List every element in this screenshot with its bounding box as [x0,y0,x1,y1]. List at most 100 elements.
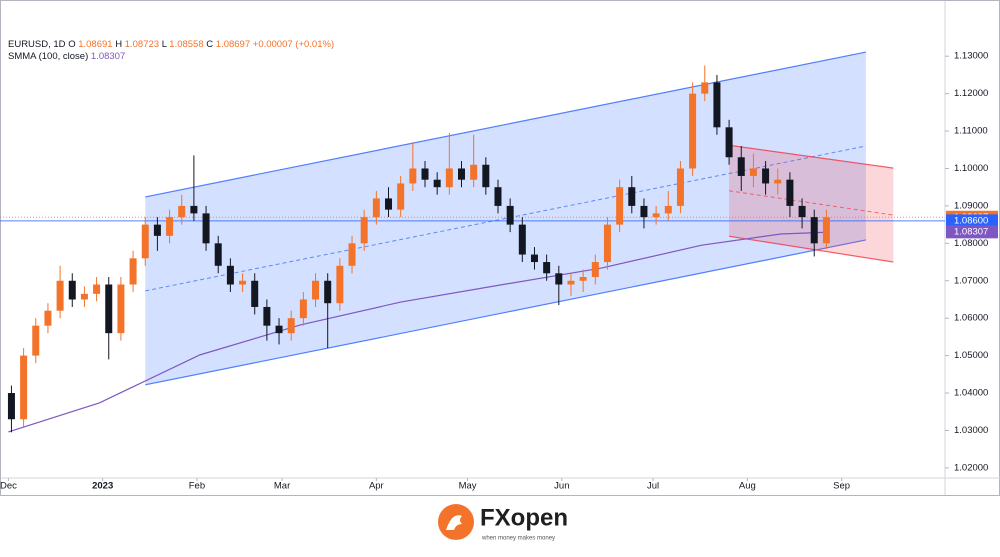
candle-body [518,224,526,255]
candle-body [299,299,307,319]
y-tick-label: 1.04000 [954,388,988,399]
x-tick-label: Dec [0,481,17,492]
y-tick-label: 1.10000 [954,163,988,174]
channel-fill [729,145,894,263]
candle-body [567,280,575,285]
y-tick-label: 1.11000 [954,126,988,137]
x-tick-label: Sep [833,481,850,492]
candle-body [579,277,587,281]
brand-tagline: when money makes money [481,536,555,542]
change: +0.00007 (+0.01%) [253,39,334,50]
candle-body [312,280,320,300]
ohlc-value: 1.08697 [216,39,250,50]
candle-body [603,224,611,263]
candle-body [324,280,332,304]
candle-body [80,293,88,300]
x-tick-label: Jul [647,481,659,492]
candle-body [166,217,174,236]
candle-body [348,243,356,266]
candle-body [810,217,818,244]
candle-body [397,183,405,210]
chart-frame [0,0,1000,496]
candle-body [141,224,149,259]
candle-body [762,168,770,184]
candle-body [652,213,660,218]
candle-body [725,127,733,158]
ohlc-label: H [115,39,122,50]
candle-body [20,355,28,420]
candle-body [178,205,186,218]
candle-body [445,168,453,188]
ohlc-value: 1.08691 [78,39,112,50]
brand-name: FXopen [480,504,568,531]
candle-body [44,310,52,326]
channel-midline [145,145,867,292]
x-tick-label: Apr [369,481,384,492]
candle-body [616,187,624,225]
price-tag-label: 1.08307 [954,226,988,237]
candle-body [56,280,64,311]
y-tick-label: 1.08000 [954,238,988,249]
ohlc-value: 1.08558 [169,39,203,50]
channel-upper-line [729,144,894,169]
candle-body [457,168,465,180]
y-tick-label: 1.13000 [954,51,988,62]
legend-row: EURUSD, 1D O 1.08691 H 1.08723 L 1.08558… [8,39,334,50]
ohlc-label: L [162,39,167,50]
candle-body [202,213,210,244]
x-tick-label: Feb [189,481,205,492]
candle-body [482,164,490,188]
candle-body [701,82,709,94]
x-tick-label: May [459,481,477,492]
price-tag-label: 1.08600 [954,215,988,226]
candle-body [287,318,295,334]
symbol: EURUSD, 1D [8,39,66,50]
candle-body [628,187,636,206]
candle-body [153,224,161,236]
candle-body [749,168,757,176]
y-tick-label: 1.06000 [954,313,988,324]
candle-body [385,198,393,210]
candle-body [689,93,697,169]
candle-body [555,273,563,285]
ohlc-label: O [68,39,75,50]
candle-body [117,284,125,334]
candle-body [360,217,368,244]
candle-body [591,262,599,278]
candle-body [713,82,721,128]
candle-body [263,306,271,326]
candle-body [506,205,514,225]
candle-body [214,243,222,266]
x-tick-label: Mar [274,481,290,492]
axes: 1.02000 1.03000 1.04000 1.05000 1.06000 1.070… [0,51,998,492]
smma-line [8,231,830,433]
candle-body [664,205,672,214]
y-tick-label: 1.09000 [954,200,988,211]
channel-lower-line [145,239,867,386]
candle-body [822,217,830,244]
candle-body [93,284,101,294]
x-tick-label: Jun [554,481,569,492]
candle-body [640,205,648,218]
candle-body [105,284,113,334]
candle-body [543,262,551,274]
candle-body [336,265,344,304]
candle-body [530,254,538,263]
footer-logo: FXopen when money makes money [438,504,568,542]
x-tick-label: 2023 [92,481,113,492]
candle-body [676,168,684,206]
candle-body [409,168,417,184]
ohlc-label: C [206,39,213,50]
candle-body [239,280,247,285]
candle-body [251,280,259,307]
candle-body [129,258,137,285]
candle-body [774,179,782,184]
candle-body [190,205,198,214]
indicator-value: 1.08307 [91,51,125,62]
logo-glyph [446,515,462,530]
candle-body [226,265,234,285]
y-tick-label: 1.02000 [954,462,988,473]
candle-body [32,325,40,356]
legend: EURUSD, 1D O 1.08691 H 1.08723 L 1.08558… [8,39,334,62]
